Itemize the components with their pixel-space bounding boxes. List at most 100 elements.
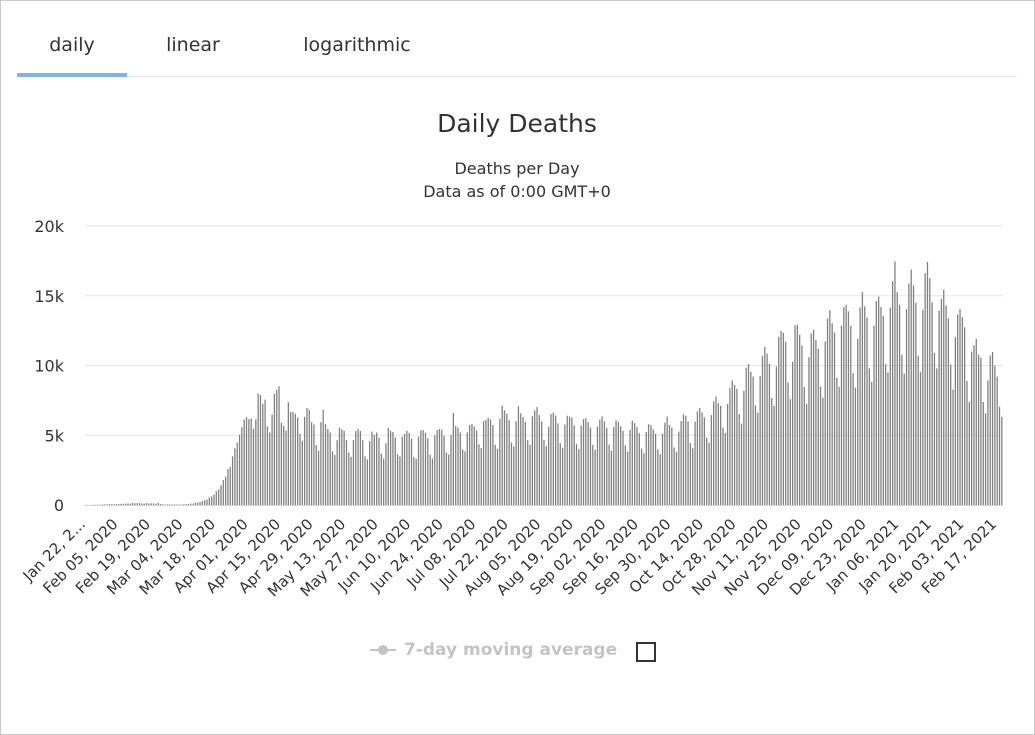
bar[interactable] bbox=[306, 408, 308, 505]
bar[interactable] bbox=[322, 409, 324, 505]
bar[interactable] bbox=[313, 424, 315, 505]
bar[interactable] bbox=[111, 504, 113, 505]
bar[interactable] bbox=[905, 309, 908, 505]
bar[interactable] bbox=[376, 432, 378, 505]
bar[interactable] bbox=[680, 421, 682, 505]
bar[interactable] bbox=[494, 444, 496, 505]
bar[interactable] bbox=[568, 416, 571, 505]
bar[interactable] bbox=[152, 503, 155, 505]
bar[interactable] bbox=[587, 422, 589, 505]
bar[interactable] bbox=[120, 503, 122, 505]
bar[interactable] bbox=[743, 390, 745, 505]
bar[interactable] bbox=[685, 415, 687, 505]
bar[interactable] bbox=[231, 456, 234, 505]
bar[interactable] bbox=[468, 425, 471, 505]
bar[interactable] bbox=[764, 346, 766, 505]
bar[interactable] bbox=[796, 324, 798, 505]
bar[interactable] bbox=[299, 433, 301, 505]
bar[interactable] bbox=[473, 426, 475, 505]
bar[interactable] bbox=[643, 453, 645, 505]
bar[interactable] bbox=[991, 351, 994, 505]
bar[interactable] bbox=[280, 422, 283, 505]
bar[interactable] bbox=[970, 351, 973, 505]
bar[interactable] bbox=[248, 419, 250, 505]
bar[interactable] bbox=[966, 380, 968, 505]
bar[interactable] bbox=[550, 414, 552, 505]
bar[interactable] bbox=[729, 388, 731, 505]
bar[interactable] bbox=[127, 503, 129, 505]
bar[interactable] bbox=[394, 437, 396, 505]
bar[interactable] bbox=[759, 376, 761, 505]
bar[interactable] bbox=[406, 430, 408, 505]
bar[interactable] bbox=[696, 411, 699, 505]
bar[interactable] bbox=[675, 451, 678, 505]
bar[interactable] bbox=[954, 336, 956, 505]
bar[interactable] bbox=[259, 395, 262, 505]
bar[interactable] bbox=[199, 501, 201, 505]
bar[interactable] bbox=[889, 307, 891, 505]
bar[interactable] bbox=[815, 339, 817, 505]
bar[interactable] bbox=[355, 431, 357, 505]
bar[interactable] bbox=[694, 421, 696, 505]
bar[interactable] bbox=[157, 502, 159, 505]
bar[interactable] bbox=[657, 449, 659, 505]
bar[interactable] bbox=[731, 380, 733, 505]
bar[interactable] bbox=[389, 430, 392, 505]
bar[interactable] bbox=[640, 448, 643, 505]
bar[interactable] bbox=[222, 480, 224, 505]
bar[interactable] bbox=[136, 503, 138, 505]
bar[interactable] bbox=[929, 278, 931, 505]
bar[interactable] bbox=[145, 503, 148, 505]
bar[interactable] bbox=[964, 327, 966, 505]
bar[interactable] bbox=[578, 449, 580, 505]
bar[interactable] bbox=[529, 444, 531, 505]
bar[interactable] bbox=[668, 425, 671, 505]
bar[interactable] bbox=[957, 314, 959, 505]
bar[interactable] bbox=[141, 503, 143, 505]
bar[interactable] bbox=[682, 414, 685, 505]
bar[interactable] bbox=[478, 444, 480, 505]
bar[interactable] bbox=[252, 428, 255, 505]
bar[interactable] bbox=[455, 426, 457, 505]
bar[interactable] bbox=[359, 431, 362, 505]
bar[interactable] bbox=[159, 504, 162, 505]
bar[interactable] bbox=[162, 504, 164, 505]
bar[interactable] bbox=[513, 446, 515, 505]
bar[interactable] bbox=[917, 355, 919, 505]
bar[interactable] bbox=[132, 502, 134, 505]
bar[interactable] bbox=[287, 402, 289, 505]
bar[interactable] bbox=[350, 456, 352, 505]
bar[interactable] bbox=[592, 444, 594, 505]
bar[interactable] bbox=[383, 458, 385, 505]
bar[interactable] bbox=[724, 433, 726, 505]
bar[interactable] bbox=[778, 336, 780, 505]
bar[interactable] bbox=[364, 456, 366, 505]
bar[interactable] bbox=[566, 415, 568, 505]
bar[interactable] bbox=[582, 419, 585, 505]
bar[interactable] bbox=[438, 429, 441, 505]
bar[interactable] bbox=[864, 306, 866, 505]
bar[interactable] bbox=[650, 425, 652, 505]
bar[interactable] bbox=[689, 443, 692, 505]
bar[interactable] bbox=[348, 452, 350, 505]
bar[interactable] bbox=[294, 413, 296, 505]
bar[interactable] bbox=[320, 422, 322, 505]
bar[interactable] bbox=[362, 440, 364, 505]
bar[interactable] bbox=[345, 439, 348, 505]
bar[interactable] bbox=[424, 432, 427, 505]
bar[interactable] bbox=[636, 427, 638, 505]
bar[interactable] bbox=[757, 412, 759, 505]
bar[interactable] bbox=[882, 316, 884, 505]
bar[interactable] bbox=[910, 269, 912, 505]
bar[interactable] bbox=[266, 426, 269, 505]
bar[interactable] bbox=[506, 413, 508, 505]
bar[interactable] bbox=[947, 318, 950, 505]
bar[interactable] bbox=[622, 430, 624, 505]
bar[interactable] bbox=[873, 325, 875, 505]
bar[interactable] bbox=[599, 419, 601, 505]
bar[interactable] bbox=[564, 424, 566, 505]
bar[interactable] bbox=[197, 502, 199, 505]
bar[interactable] bbox=[773, 405, 775, 505]
bar[interactable] bbox=[571, 417, 573, 505]
bar[interactable] bbox=[894, 261, 896, 505]
